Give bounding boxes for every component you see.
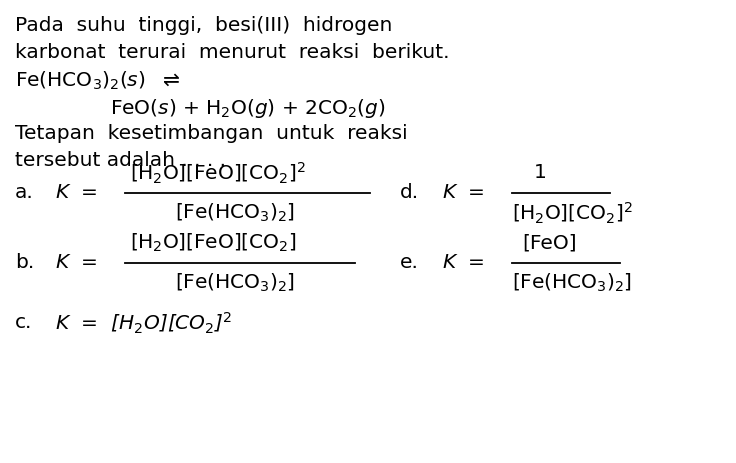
Text: [FeO]: [FeO] (523, 233, 577, 252)
Text: $K$  =: $K$ = (55, 183, 98, 202)
Text: tersebut adalah . . . .: tersebut adalah . . . . (15, 151, 226, 170)
Text: $K$  =  [H$_2$O][CO$_2$]$^2$: $K$ = [H$_2$O][CO$_2$]$^2$ (55, 310, 232, 336)
Text: $K$  =: $K$ = (442, 254, 485, 273)
Text: [Fe(HCO$_3)_2$]: [Fe(HCO$_3)_2$] (175, 202, 294, 224)
Text: [H$_2$O][FeO][CO$_2$]$^2$: [H$_2$O][FeO][CO$_2$]$^2$ (130, 160, 306, 186)
Text: 1: 1 (534, 163, 546, 182)
Text: Pada  suhu  tinggi,  besi(III)  hidrogen: Pada suhu tinggi, besi(III) hidrogen (15, 16, 392, 35)
Text: $K$  =: $K$ = (55, 254, 98, 273)
Text: a.: a. (15, 183, 34, 202)
Text: karbonat  terurai  menurut  reaksi  berikut.: karbonat terurai menurut reaksi berikut. (15, 43, 450, 62)
Text: Fe(HCO$_3)_2(s)$  $\rightleftharpoons$: Fe(HCO$_3)_2(s)$ $\rightleftharpoons$ (15, 70, 180, 92)
Text: d.: d. (400, 183, 419, 202)
Text: b.: b. (15, 254, 35, 273)
Text: [Fe(HCO$_3)_2$]: [Fe(HCO$_3)_2$] (512, 272, 631, 294)
Text: [H$_2$O][CO$_2$]$^2$: [H$_2$O][CO$_2$]$^2$ (512, 200, 633, 225)
Text: [Fe(HCO$_3)_2$]: [Fe(HCO$_3)_2$] (175, 272, 294, 294)
Text: e.: e. (400, 254, 419, 273)
Text: $K$  =: $K$ = (442, 183, 485, 202)
Text: FeO$(s)$ + H$_2$O$(g)$ + 2CO$_2(g)$: FeO$(s)$ + H$_2$O$(g)$ + 2CO$_2(g)$ (110, 97, 386, 120)
Text: Tetapan  kesetimbangan  untuk  reaksi: Tetapan kesetimbangan untuk reaksi (15, 124, 408, 143)
Text: c.: c. (15, 313, 32, 332)
Text: [H$_2$O][FeO][CO$_2$]: [H$_2$O][FeO][CO$_2$] (130, 232, 297, 254)
